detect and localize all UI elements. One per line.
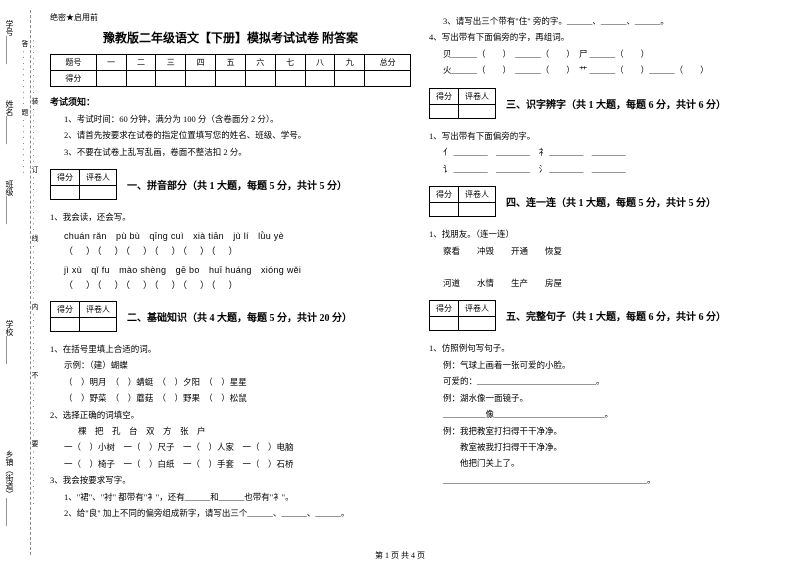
word-bank: 棵 把 孔 台 双 方 张 户	[50, 424, 411, 438]
pinyin-row: chuán rǎn pù bù qīng cuì xià tiān jù lí …	[64, 229, 411, 242]
fill-row: （ ）野菜 （ ）蘑菇 （ ）野果 （ ）松鼠	[50, 391, 411, 405]
example: 示例：（建）蝴蝶	[50, 358, 411, 372]
fill-row: __________像__________________________。	[429, 407, 790, 421]
section-3-head: 得分评卷人 三、识字辨字（共 1 大题，每题 6 分，共计 6 分）	[429, 84, 790, 123]
sb-c2: 评卷人	[80, 170, 117, 186]
margin-label-name: 姓名_______	[4, 100, 15, 144]
margin-label-school: 学校_______	[4, 320, 15, 364]
sb-c1: 得分	[430, 187, 459, 203]
score-table: 题号 一 二 三 四 五 六 七 八 九 总分 得分	[50, 54, 411, 87]
content-area: 绝密★启用前 豫教版二年级语文【下册】模拟考试试卷 附答案 题号 一 二 三 四…	[40, 0, 800, 565]
notice-heading: 考试须知：	[50, 95, 411, 108]
section-4-title: 四、连一连（共 1 大题，每题 5 分，共计 5 分）	[506, 194, 716, 209]
sb-c2: 评卷人	[459, 187, 496, 203]
left-column: 绝密★启用前 豫教版二年级语文【下册】模拟考试试卷 附答案 题号 一 二 三 四…	[50, 12, 411, 557]
notice-item: 3、不要在试卷上乱写乱画，卷面不整洁扣 2 分。	[50, 145, 411, 159]
fill-row: ________________________________________…	[429, 473, 790, 487]
q-text: 2、选择正确的词填空。	[50, 408, 411, 422]
th: 五	[216, 55, 246, 71]
paren-row: （ ）（ ）（ ）（ ）（ ）（ ）	[64, 244, 411, 257]
score-mini-box: 得分评卷人	[429, 300, 496, 331]
q-text: 1、写出带有下面偏旁的字。	[429, 129, 790, 143]
q-text: 4、写出带有下面偏旁的字，再组词。	[429, 30, 790, 44]
fill-row: 火______（ ） ______（ ） 艹 ______（ ）______（ …	[429, 63, 790, 77]
fill-row: 可爱的：____________________________。	[429, 374, 790, 388]
sb-c1: 得分	[51, 301, 80, 317]
th: 四	[186, 55, 216, 71]
right-column: 3、请写出三个带有"住" 旁的字。______、______、______。 4…	[429, 12, 790, 557]
secret-label: 绝密★启用前	[50, 12, 411, 23]
th: 二	[126, 55, 156, 71]
fill-row: 亻 ________ ________ 礻 ________ ________	[429, 145, 790, 159]
q-text: 1、仿照例句写句子。	[429, 341, 790, 355]
section-5-head: 得分评卷人 五、完整句子（共 1 大题，每题 6 分，共计 6 分）	[429, 296, 790, 335]
table-row: 题号 一 二 三 四 五 六 七 八 九 总分	[51, 55, 411, 71]
match-row: 河道 水情 生产 房屋	[429, 276, 790, 290]
example: 例：我把教室打扫得干干净净。	[429, 424, 790, 438]
section-4-head: 得分评卷人 四、连一连（共 1 大题，每题 5 分，共计 5 分）	[429, 182, 790, 221]
fill-row: （ ）明月 （ ）蜻蜓 （ ）夕阳 （ ）星星	[50, 375, 411, 389]
pinyin-row: jì xù qǐ fu mào shèng gē bo huī huáng xi…	[64, 263, 411, 276]
th: 九	[335, 55, 365, 71]
notice-item: 2、请首先按要求在试卷的指定位置填写您的姓名、班级、学号。	[50, 128, 411, 142]
q-text: 1、在括号里填上合适的词。	[50, 342, 411, 356]
exam-title: 豫教版二年级语文【下册】模拟考试试卷 附答案	[50, 29, 411, 46]
sb-c2: 评卷人	[459, 301, 496, 317]
fill-row: 一（ ）椅子 一（ ）白纸 一（ ）手套 一（ ）石桥	[50, 457, 411, 471]
th: 三	[156, 55, 186, 71]
section-5-title: 五、完整句子（共 1 大题，每题 6 分，共计 6 分）	[506, 308, 726, 323]
fill-row: 讠 ________ ________ 氵 ________ ________	[429, 162, 790, 176]
fill-row: 1、"裙"、"衬" 都带有"衤"，还有______和______也带有"衤"。	[50, 490, 411, 504]
sb-c1: 得分	[430, 301, 459, 317]
th: 八	[305, 55, 335, 71]
th: 总分	[365, 55, 411, 71]
fill-row: 一（ ）小树 一（ ）尺子 一（ ）人家 一（ ）电脑	[50, 440, 411, 454]
fill-row: 贝______（ ） ______（ ） 尸 ______（ ）	[429, 47, 790, 61]
example: 教室被我打扫得干干净净。	[429, 440, 790, 454]
q-text: 1、找朋友。（连一连）	[429, 227, 790, 241]
fill-row: 3、请写出三个带有"住" 旁的字。______、______、______。	[429, 14, 790, 28]
fill-row: 2、给"良" 加上不同的偏旁组成新字，请写出三个______、______、__…	[50, 506, 411, 520]
sb-c2: 评卷人	[459, 88, 496, 104]
example: 例：湖水像一面镜子。	[429, 391, 790, 405]
th: 七	[275, 55, 305, 71]
td: 得分	[51, 71, 97, 87]
th: 题号	[51, 55, 97, 71]
th: 六	[245, 55, 275, 71]
table-row: 得分	[51, 71, 411, 87]
th: 一	[96, 55, 126, 71]
q-text: 3、我会按要求写字。	[50, 473, 411, 487]
section-1-head: 得分评卷人 一、拼音部分（共 1 大题，每题 5 分，共计 5 分）	[50, 165, 411, 204]
page-footer: 第 1 页 共 4 页	[0, 550, 800, 561]
score-mini-box: 得分评卷人	[50, 169, 117, 200]
score-mini-box: 得分评卷人	[50, 301, 117, 332]
binding-margin: 学号_______ 姓名_______ 班级_______ 学校_______ …	[0, 0, 40, 565]
notice-item: 1、考试时间：60 分钟，满分为 100 分（含卷面分 2 分）。	[50, 112, 411, 126]
section-3-title: 三、识字辨字（共 1 大题，每题 6 分，共计 6 分）	[506, 96, 726, 111]
paren-row: （ ）（ ）（ ）（ ）（ ）（ ）	[64, 278, 411, 291]
sb-c1: 得分	[51, 170, 80, 186]
example: 他把门关上了。	[429, 456, 790, 470]
cut-line-text: ..........装..........订..........线.......…	[20, 40, 40, 565]
margin-label-class: 班级_______	[4, 180, 15, 224]
q-text: 1、我会读，还会写。	[50, 210, 411, 224]
sb-c1: 得分	[430, 88, 459, 104]
section-1-title: 一、拼音部分（共 1 大题，每题 5 分，共计 5 分）	[127, 177, 347, 192]
margin-label-town: 乡镇（街道）_______	[4, 450, 15, 526]
score-mini-box: 得分评卷人	[429, 88, 496, 119]
score-mini-box: 得分评卷人	[429, 186, 496, 217]
match-row: 察看 冲毁 开通 恢复	[429, 244, 790, 258]
sb-c2: 评卷人	[80, 301, 117, 317]
page: 学号_______ 姓名_______ 班级_______ 学校_______ …	[0, 0, 800, 565]
example: 例：气球上画着一张可爱的小脸。	[429, 358, 790, 372]
margin-label-id: 学号_______	[4, 20, 15, 64]
section-2-head: 得分评卷人 二、基础知识（共 4 大题，每题 5 分，共计 20 分）	[50, 297, 411, 336]
section-2-title: 二、基础知识（共 4 大题，每题 5 分，共计 20 分）	[127, 309, 352, 324]
